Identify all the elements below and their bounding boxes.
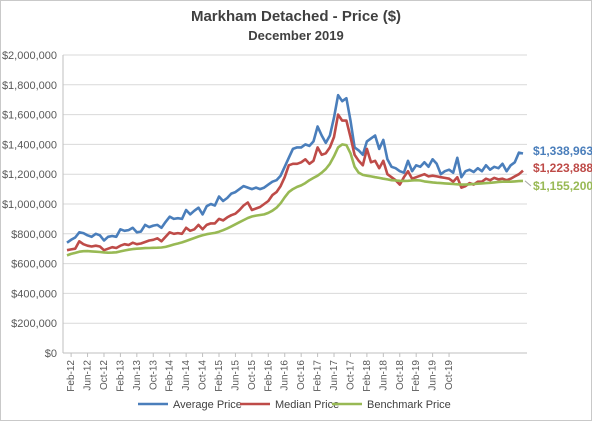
y-tick-label: $800,000 [11, 229, 57, 241]
y-tick-label: $1,000,000 [2, 199, 57, 211]
end-label-leader [524, 180, 532, 187]
series-lines [66, 93, 524, 257]
x-tick-label: Jun-18 [378, 360, 389, 391]
x-tick-label: Oct-15 [247, 360, 258, 390]
x-tick-label: Oct-12 [99, 360, 110, 390]
x-tick-label: Oct-18 [395, 360, 406, 390]
x-tick-label: Feb-18 [362, 360, 373, 392]
x-axis-ticks: Feb-12 Jun-12 Oct-12 Feb-13 Jun-13 Oct-13 Feb-… [66, 353, 455, 392]
x-tick-label: Jun-15 [230, 360, 241, 391]
legend-entry: Average Price [173, 399, 242, 411]
y-tick-label: $1,200,000 [2, 169, 57, 181]
x-tick-label: Feb-13 [115, 360, 126, 392]
x-tick-label: Jun-14 [181, 360, 192, 391]
end-label: $1,155,200 [533, 179, 592, 193]
y-tick-label: $0 [45, 348, 57, 360]
x-tick-label: Feb-17 [313, 360, 324, 392]
x-tick-label: Oct-16 [296, 360, 307, 390]
x-tick-label: Feb-12 [66, 360, 77, 392]
end-label: $1,223,888 [533, 161, 592, 175]
legend-entry: Median Price [275, 399, 339, 411]
x-tick-label: Jun-12 [83, 360, 94, 391]
x-tick-label: Jun-13 [132, 360, 143, 391]
y-tick-label: $1,400,000 [2, 139, 57, 151]
gridlines [62, 54, 527, 354]
y-tick-label: $1,600,000 [2, 110, 57, 122]
series-line-median-price [66, 113, 524, 252]
x-tick-label: Feb-14 [165, 360, 176, 392]
series-line-average-price [66, 93, 524, 244]
y-tick-label: $400,000 [11, 288, 57, 300]
y-tick-label: $1,800,000 [2, 80, 57, 92]
x-tick-label: Feb-16 [263, 360, 274, 392]
chart-subtitle: December 2019 [248, 28, 344, 43]
x-tick-label: Oct-19 [444, 360, 455, 390]
x-tick-label: Jun-19 [428, 360, 439, 391]
x-tick-label: Oct-17 [345, 360, 356, 390]
x-tick-label: Jun-16 [280, 360, 291, 391]
y-axis-ticks: $0 $200,000 $400,000 $600,000 $800,000 $1,000… [2, 50, 57, 360]
y-tick-label: $200,000 [11, 318, 57, 330]
x-tick-label: Feb-15 [214, 360, 225, 392]
legend: Average Price Median Price Benchmark Price [138, 399, 451, 411]
x-tick-label: Oct-13 [148, 360, 159, 390]
y-tick-label: $2,000,000 [2, 50, 57, 62]
chart-title: Markham Detached - Price ($) [190, 8, 402, 25]
end-label: $1,338,963 [533, 144, 592, 158]
x-tick-label: Feb-19 [411, 360, 422, 392]
x-tick-label: Jun-17 [329, 360, 340, 391]
y-tick-label: $600,000 [11, 259, 57, 271]
end-labels: $1,338,963 $1,223,888 $1,155,200 [524, 144, 592, 193]
legend-entry: Benchmark Price [367, 399, 451, 411]
series-line-benchmark-price [66, 143, 524, 257]
x-tick-label: Oct-14 [198, 360, 209, 390]
